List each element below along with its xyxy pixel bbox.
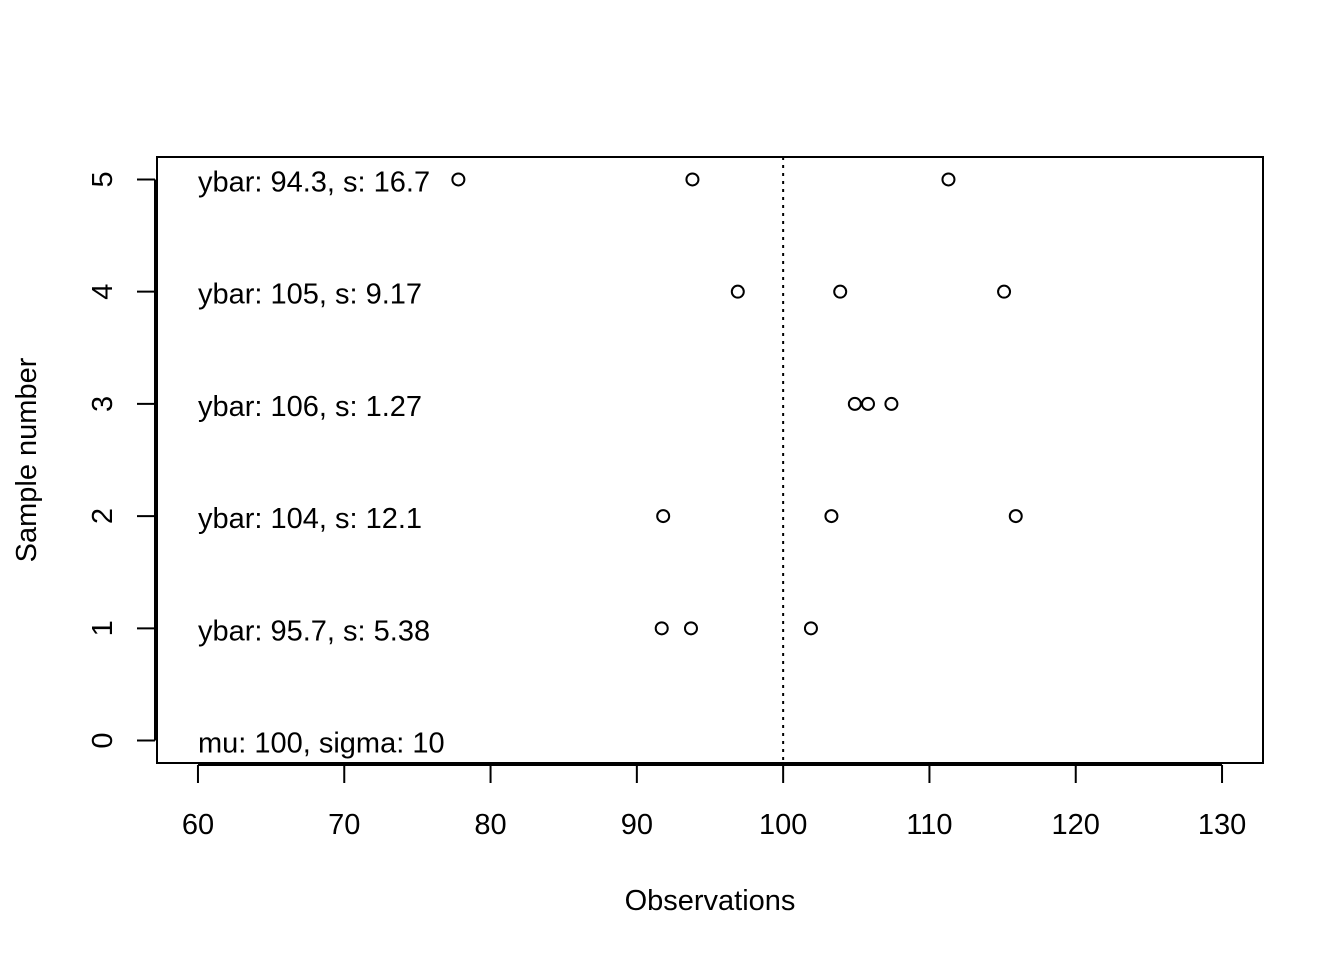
y-tick-label: 2 xyxy=(87,508,119,524)
y-tick-label: 3 xyxy=(87,396,119,412)
y-axis: 0 1 2 3 4 5 xyxy=(87,171,156,749)
data-point xyxy=(656,509,671,524)
data-point xyxy=(654,621,669,636)
plot-frame xyxy=(156,156,1264,764)
y-tick-label: 0 xyxy=(87,732,119,748)
data-point xyxy=(847,396,862,411)
x-tick-label: 60 xyxy=(182,809,214,841)
x-axis-title: Observations xyxy=(625,885,796,917)
y-tick-label: 4 xyxy=(87,284,119,300)
data-points xyxy=(451,172,1023,636)
x-tick-label: 130 xyxy=(1198,809,1246,841)
x-tick-label: 120 xyxy=(1052,809,1100,841)
data-point xyxy=(941,172,956,187)
sample-annotation: ybar: 95.7, s: 5.38 xyxy=(198,615,430,647)
data-point xyxy=(683,621,698,636)
x-tick-label: 100 xyxy=(759,809,807,841)
data-point xyxy=(997,284,1012,299)
y-tick-label: 1 xyxy=(87,620,119,636)
x-axis: 60 70 80 90 100 110 120 130 xyxy=(182,764,1246,841)
sample-annotation: ybar: 105, s: 9.17 xyxy=(198,279,422,311)
y-tick-label: 5 xyxy=(87,171,119,187)
data-point xyxy=(861,396,875,411)
x-tick-label: 90 xyxy=(621,809,653,841)
data-point xyxy=(803,621,818,636)
data-point xyxy=(730,284,745,299)
x-tick-label: 110 xyxy=(906,809,952,841)
data-point xyxy=(685,172,700,187)
sample-annotation: ybar: 104, s: 12.1 xyxy=(198,503,422,535)
data-point xyxy=(833,284,848,299)
annotations: mu: 100, sigma: 10 ybar: 95.7, s: 5.38 yba… xyxy=(198,166,445,759)
x-tick-label: 80 xyxy=(474,809,506,841)
sample-annotation: ybar: 94.3, s: 16.7 xyxy=(198,166,430,198)
sample-annotation: ybar: 106, s: 1.27 xyxy=(198,391,422,423)
data-point xyxy=(1008,509,1023,524)
sample-annotation: mu: 100, sigma: 10 xyxy=(198,728,445,760)
x-tick-label: 70 xyxy=(328,809,360,841)
data-point xyxy=(884,396,899,411)
data-point xyxy=(451,172,466,187)
data-point xyxy=(824,509,839,524)
y-axis-title: Sample number xyxy=(11,357,43,562)
